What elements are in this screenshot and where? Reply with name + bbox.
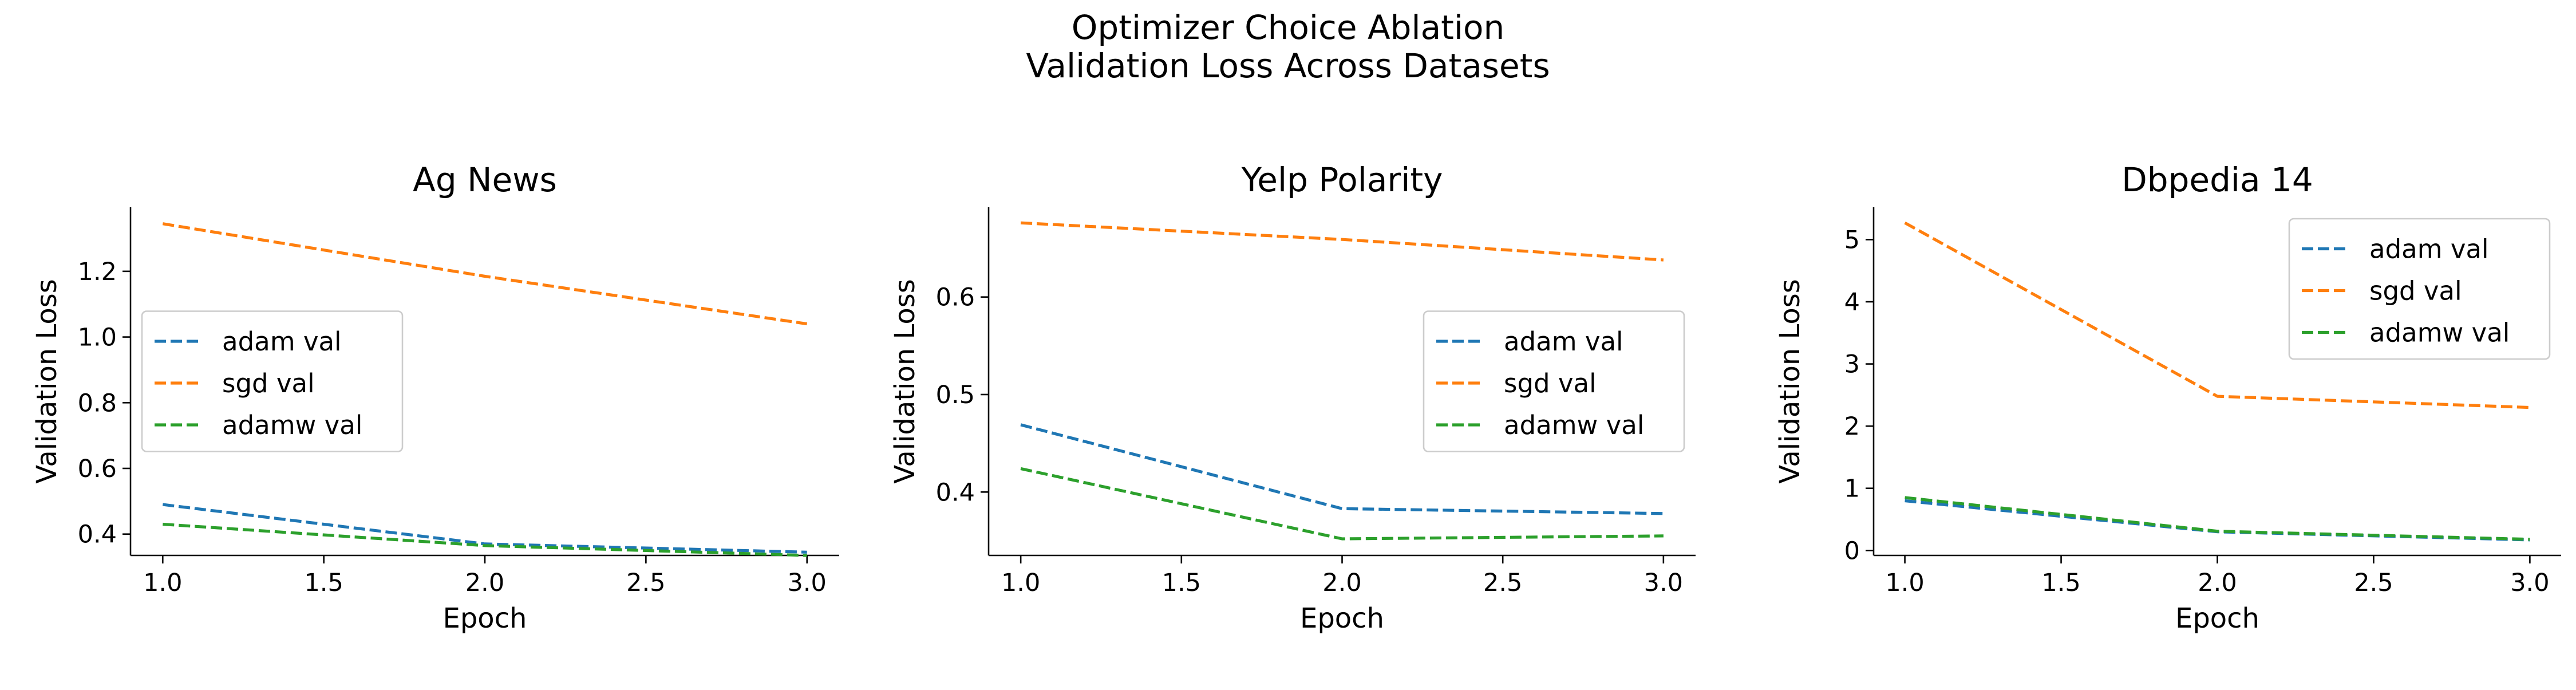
x-tick-label: 2.0 — [465, 569, 504, 597]
x-tick-label: 2.0 — [1322, 569, 1361, 597]
x-tick-label: 3.0 — [2510, 569, 2549, 597]
legend-entry-sgd: sgd val — [1504, 368, 1597, 399]
x-tick-label: 2.5 — [1483, 569, 1522, 597]
x-axis-label: Epoch — [1300, 602, 1384, 634]
series-line-adam — [1020, 423, 1664, 515]
x-axis-label: Epoch — [443, 602, 527, 634]
x-tick-label: 1.0 — [1885, 569, 1924, 597]
y-tick-label: 4 — [1844, 288, 1860, 317]
series-line-adam — [1905, 499, 2530, 542]
legend-frame — [1423, 310, 1685, 452]
figure-suptitle-line-1: Optimizer Choice Ablation — [1072, 8, 1504, 47]
y-axis-label: Validation Loss — [1774, 279, 1806, 484]
legend-entry-sgd: sgd val — [2369, 276, 2462, 306]
legend-frame — [141, 310, 404, 452]
series-line-adamw — [163, 522, 807, 557]
legend: adam val sgd val adamw val — [1423, 310, 1685, 452]
y-tick-label: 3 — [1844, 350, 1860, 379]
legend-entry-adamw: adamw val — [1504, 410, 1644, 440]
legend-entry-adam: adam val — [2369, 234, 2489, 265]
series-line-sgd — [162, 222, 808, 326]
legend: adam val sgd val adamw val — [141, 310, 404, 452]
figure-suptitle-line-2: Validation Loss Across Datasets — [1026, 46, 1550, 85]
y-tick-label: 0.6 — [78, 455, 117, 483]
x-axis-label: Epoch — [2175, 602, 2259, 634]
series-line-adamw — [1905, 496, 2530, 541]
y-axis-label: Validation Loss — [31, 279, 63, 484]
x-tick-label: 1.0 — [1001, 569, 1040, 597]
y-tick-label: 5 — [1844, 226, 1860, 254]
legend-entry-adam: adam val — [1504, 326, 1623, 357]
panel-2: Yelp Polarity 1.0 1.5 2.0 2.5 3.0 0.4 0.5 0.6 Epo… — [889, 160, 1696, 634]
x-tick-label: 2.5 — [626, 569, 665, 597]
x-tick-label: 3.0 — [788, 569, 827, 597]
panel-title: Yelp Polarity — [1241, 160, 1443, 199]
x-tick-label: 2.0 — [2198, 569, 2237, 597]
legend-frame — [2288, 218, 2551, 360]
y-axis-label: Validation Loss — [889, 279, 921, 484]
y-tick-label: 2 — [1844, 412, 1860, 441]
legend-entry-sgd: sgd val — [222, 368, 315, 399]
series-line-sgd — [1904, 221, 2530, 409]
legend: adam val sgd val adamw val — [2288, 218, 2551, 360]
legend-entry-adamw: adamw val — [2369, 318, 2510, 348]
series-line-adamw — [1020, 467, 1664, 541]
y-tick-label: 0.4 — [936, 478, 975, 507]
x-tick-label: 1.5 — [1162, 569, 1201, 597]
y-tick-label: 0.6 — [936, 283, 975, 312]
x-tick-label: 2.5 — [2354, 569, 2393, 597]
series-line-sgd — [1020, 221, 1664, 262]
panel-title: Ag News — [413, 160, 557, 199]
y-tick-label: 0.5 — [936, 381, 975, 409]
y-tick-label: 1 — [1844, 475, 1860, 503]
panel-title: Dbpedia 14 — [2121, 160, 2313, 199]
y-tick-label: 0 — [1844, 537, 1860, 565]
y-tick-label: 1.0 — [78, 324, 117, 352]
x-tick-label: 1.5 — [2041, 569, 2080, 597]
x-tick-label: 1.0 — [143, 569, 182, 597]
panel-1: Ag News 1.0 1.5 2.0 2.5 3.0 0.4 0.6 0.8 1.0 1.2 Epo… — [31, 160, 839, 634]
legend-entry-adam: adam val — [222, 326, 342, 357]
y-tick-label: 0.4 — [78, 521, 117, 549]
panel-3: Dbpedia 14 1.0 1.5 2.0 2.5 3.0 0 1 2 3 4 5 Epoch Vali… — [1774, 160, 2561, 634]
series-line-adam — [162, 503, 807, 554]
x-tick-label: 3.0 — [1644, 569, 1683, 597]
legend-entry-adamw: adamw val — [222, 410, 362, 440]
y-tick-label: 0.8 — [78, 389, 117, 417]
y-tick-label: 1.2 — [78, 258, 117, 286]
x-tick-label: 1.5 — [304, 569, 343, 597]
